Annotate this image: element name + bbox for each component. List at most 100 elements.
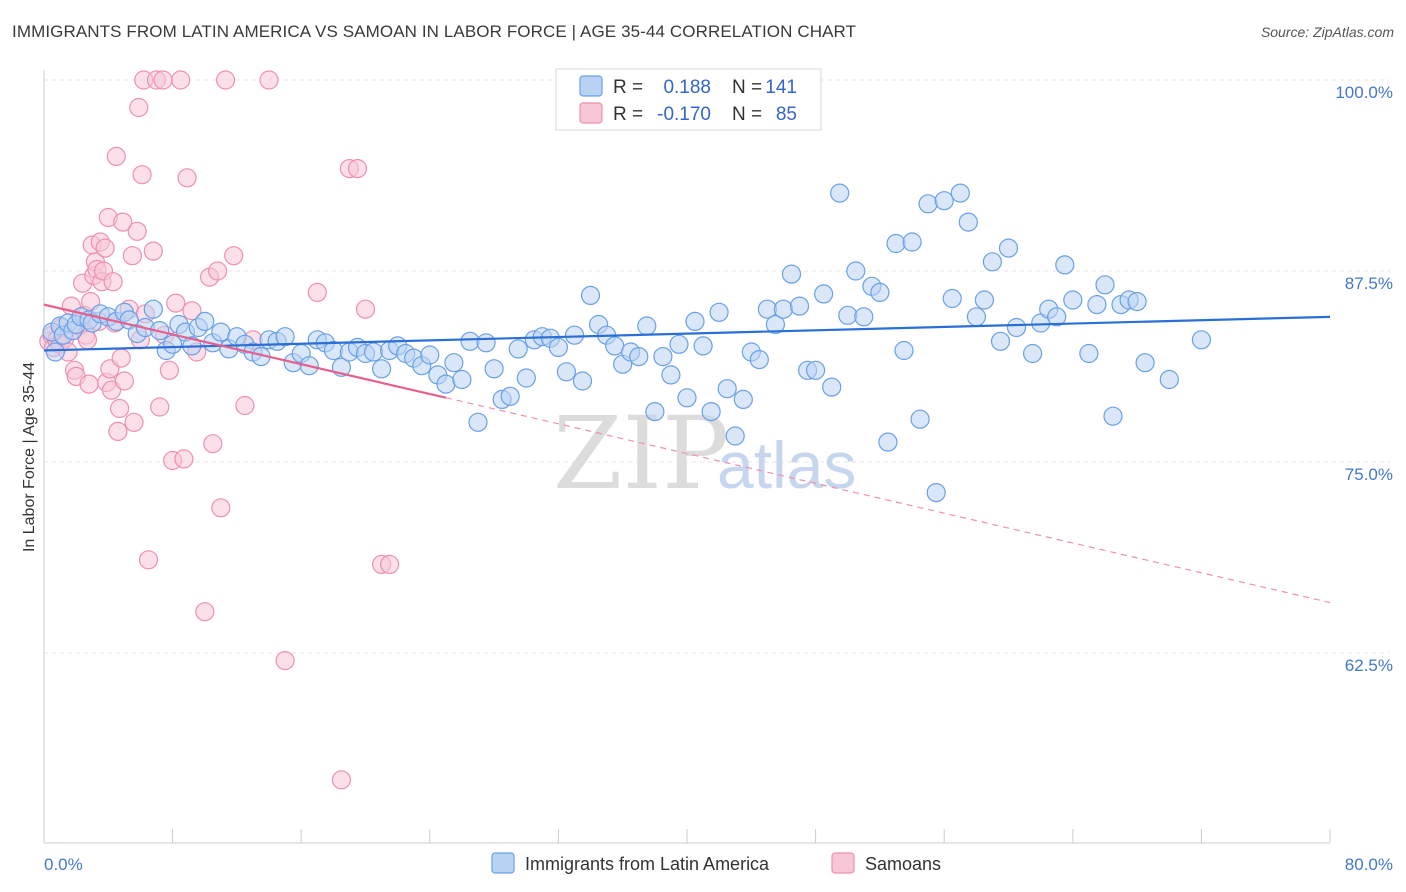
point-latin-america: [468, 412, 488, 432]
point-samoans: [79, 374, 99, 394]
point-samoans: [122, 246, 142, 266]
point-samoans: [331, 770, 351, 790]
point-samoans: [114, 371, 135, 391]
point-samoans: [275, 650, 295, 671]
point-latin-america: [508, 339, 528, 359]
point-latin-america: [701, 402, 721, 422]
point-samoans: [195, 602, 215, 622]
point-latin-america: [838, 305, 858, 325]
point-samoans: [235, 395, 255, 416]
point-latin-america: [1135, 353, 1155, 373]
point-latin-america: [45, 342, 65, 362]
point-samoans: [108, 421, 128, 441]
point-latin-america: [629, 347, 649, 367]
point-latin-america: [974, 290, 995, 310]
point-latin-america: [966, 307, 987, 327]
point-latin-america: [717, 379, 737, 399]
point-latin-america: [645, 402, 665, 422]
point-samoans: [216, 70, 236, 90]
point-latin-america: [990, 331, 1011, 351]
point-latin-america: [1159, 369, 1179, 390]
legend-r-label-latin: R =: [613, 77, 643, 98]
point-samoans: [153, 70, 173, 90]
point-latin-america: [564, 325, 585, 345]
point-latin-america: [1095, 275, 1115, 295]
y-tick-labels: 62.5% 75.0% 87.5% 100.0%: [1335, 83, 1393, 675]
point-latin-america: [902, 232, 922, 252]
point-latin-america: [982, 252, 1003, 272]
point-latin-america: [484, 359, 504, 379]
point-samoans: [166, 293, 186, 313]
point-samoans: [129, 97, 149, 118]
y-tick-label: 75.0%: [1345, 465, 1393, 484]
point-samoans: [208, 261, 228, 281]
point-latin-america: [709, 302, 729, 322]
x-axis-ticks: [43, 829, 1331, 843]
point-samoans: [127, 221, 147, 241]
point-latin-america: [846, 261, 866, 281]
point-latin-america: [878, 432, 898, 452]
point-samoans: [259, 70, 279, 90]
chart-source: Source: ZipAtlas.com: [1260, 24, 1394, 40]
point-samoans: [159, 360, 179, 380]
point-latin-america: [516, 368, 536, 388]
bottom-legend-swatch-latin: [491, 852, 515, 874]
point-latin-america: [822, 377, 842, 397]
series-samoans: [39, 70, 400, 790]
point-samoans: [203, 434, 223, 454]
point-latin-america: [436, 374, 456, 394]
point-samoans: [101, 380, 122, 400]
point-latin-america: [958, 212, 978, 232]
bottom-legend: Immigrants from Latin America Samoans: [491, 852, 941, 874]
point-samoans: [380, 554, 400, 575]
point-latin-america: [693, 336, 713, 356]
point-samoans: [347, 159, 368, 179]
point-latin-america: [685, 311, 705, 331]
point-latin-america: [1022, 343, 1043, 364]
point-samoans: [171, 70, 191, 90]
y-tick-label: 62.5%: [1345, 656, 1393, 675]
point-latin-america: [460, 331, 480, 351]
legend-r-label-samoans: R =: [613, 104, 643, 125]
trend-line-samoans: [43, 303, 447, 399]
point-samoans: [113, 212, 133, 232]
point-samoans: [124, 412, 144, 432]
point-samoans: [211, 498, 231, 518]
chart-title: IMMIGRANTS FROM LATIN AMERICA VS SAMOAN …: [12, 22, 857, 41]
point-latin-america: [733, 389, 753, 409]
point-latin-america: [444, 353, 464, 373]
watermark: ZIP atlas: [553, 395, 856, 512]
point-latin-america: [323, 340, 343, 361]
point-latin-america: [1103, 406, 1123, 426]
legend-r-value-latin: 0.188: [663, 77, 711, 98]
point-latin-america: [910, 409, 930, 429]
point-latin-america: [1191, 330, 1212, 350]
point-latin-america: [605, 336, 625, 356]
point-latin-america: [653, 347, 673, 367]
point-latin-america: [886, 233, 906, 254]
legend-n-value-latin: 141: [765, 77, 797, 98]
point-samoans: [109, 398, 130, 419]
point-samoans: [224, 246, 244, 266]
point-latin-america: [830, 183, 850, 203]
point-samoans: [177, 168, 197, 188]
point-samoans: [143, 241, 163, 261]
point-latin-america: [894, 340, 914, 361]
point-latin-america: [918, 194, 938, 214]
point-latin-america: [1079, 343, 1099, 364]
point-latin-america: [926, 483, 946, 503]
point-latin-america: [363, 342, 384, 362]
legend-n-label-samoans: N =: [732, 104, 762, 125]
point-latin-america: [789, 296, 810, 316]
y-tick-label: 87.5%: [1345, 274, 1393, 293]
point-latin-america: [749, 350, 769, 370]
trend-line-latin-america: [43, 315, 1331, 352]
legend-r-value-samoans: -0.170: [657, 104, 711, 125]
point-latin-america: [143, 299, 163, 319]
point-latin-america: [500, 386, 520, 406]
bottom-legend-label-samoans: Samoans: [865, 854, 941, 874]
point-latin-america: [813, 284, 834, 304]
point-latin-america: [275, 327, 295, 347]
trend-line-samoans-extension: [445, 397, 1331, 604]
point-latin-america: [773, 299, 794, 319]
